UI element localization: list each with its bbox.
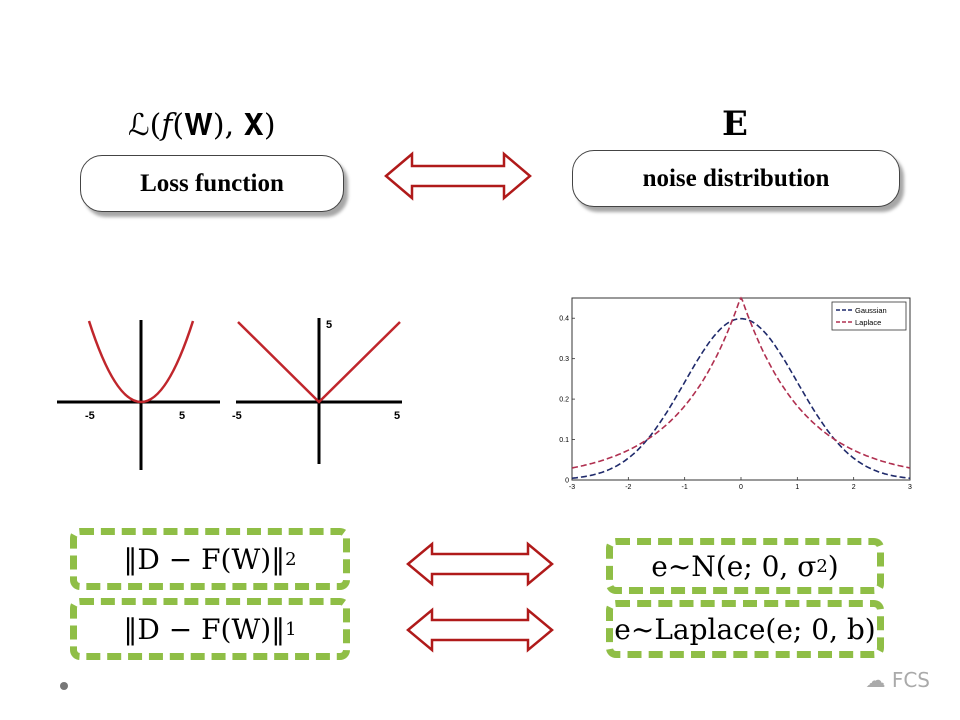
series-lines: [571, 296, 911, 479]
x-tick-label: 3: [908, 484, 912, 491]
tick-label: -5: [85, 410, 95, 422]
laplace-noise-box: e~Laplace(e; 0, b): [606, 600, 884, 658]
absolute-curve: [237, 321, 401, 404]
gaussian-noise-box: e~N(e; 0, σ 2): [606, 538, 884, 594]
l2-gaussian-double-arrow: [406, 541, 554, 587]
sigma-superscript: 2: [816, 555, 828, 577]
loss-function-label: Loss function: [140, 169, 284, 197]
gaussian-noise-equation: e~N(e; 0, σ: [651, 549, 817, 583]
tick-label: -5: [232, 410, 242, 422]
x-tick-label: 0: [739, 484, 743, 491]
slide-bullet: [60, 682, 68, 690]
noise-math-label: E: [722, 104, 748, 144]
l2-subscript: 2: [285, 548, 297, 570]
loss-math-label: ℒ(𝑓(𝐖), 𝐗): [128, 108, 276, 143]
series-line-laplace: [571, 296, 911, 469]
tick-label: 5: [326, 319, 332, 331]
y-tick-label: 0.3: [559, 356, 569, 363]
x-tick-label: -3: [569, 484, 575, 491]
legend-gaussian-label: Gaussian: [855, 306, 887, 315]
legend-box: [831, 301, 907, 331]
loss-function-box: Loss function: [80, 155, 344, 212]
laplace-noise-equation: e~Laplace(e; 0, b): [614, 612, 876, 646]
l1-subscript: 1: [285, 618, 297, 640]
noise-distribution-box: noise distribution: [572, 150, 900, 207]
watermark: ☁ FCS: [865, 668, 930, 692]
x-tick-label: -1: [682, 484, 688, 491]
x-tick-label: -2: [625, 484, 631, 491]
l2-norm-equation: ‖D − F(W)‖: [123, 542, 286, 576]
l1-laplace-double-arrow: [406, 607, 554, 653]
y-tick-label: 0.1: [559, 437, 569, 444]
quadratic-loss-plot: -5 5: [57, 320, 220, 470]
series-line-gaussian: [571, 317, 911, 479]
gaussian-close-paren: ): [827, 549, 839, 583]
l1-norm-equation: ‖D − F(W)‖: [123, 612, 286, 646]
l1-norm-box: ‖D − F(W)‖ 1: [70, 598, 350, 660]
y-tick-label: 0: [565, 478, 569, 485]
absolute-loss-plot: 5 -5 5: [232, 318, 402, 464]
top-double-arrow: [384, 151, 532, 201]
tick-label: 5: [179, 410, 185, 422]
x-tick-label: 1: [795, 484, 799, 491]
wechat-icon: ☁: [865, 668, 886, 692]
noise-distribution-label: noise distribution: [642, 164, 830, 192]
x-tick-label: 2: [852, 484, 856, 491]
y-tick-label: 0.4: [559, 316, 569, 323]
watermark-text: FCS: [891, 668, 930, 692]
tick-label: 5: [394, 410, 400, 422]
quadratic-curve: [87, 320, 195, 403]
l2-norm-box: ‖D − F(W)‖ 2: [70, 528, 350, 590]
legend: Gaussian Laplace: [831, 301, 907, 331]
y-tick-label: 0.2: [559, 397, 569, 404]
noise-distribution-chart: -3 -2 -1 0 1 2 3 0 0.1 0.2 0.3 0.4 Gaussian Laplace: [559, 296, 912, 491]
legend-laplace-label: Laplace: [855, 318, 881, 327]
